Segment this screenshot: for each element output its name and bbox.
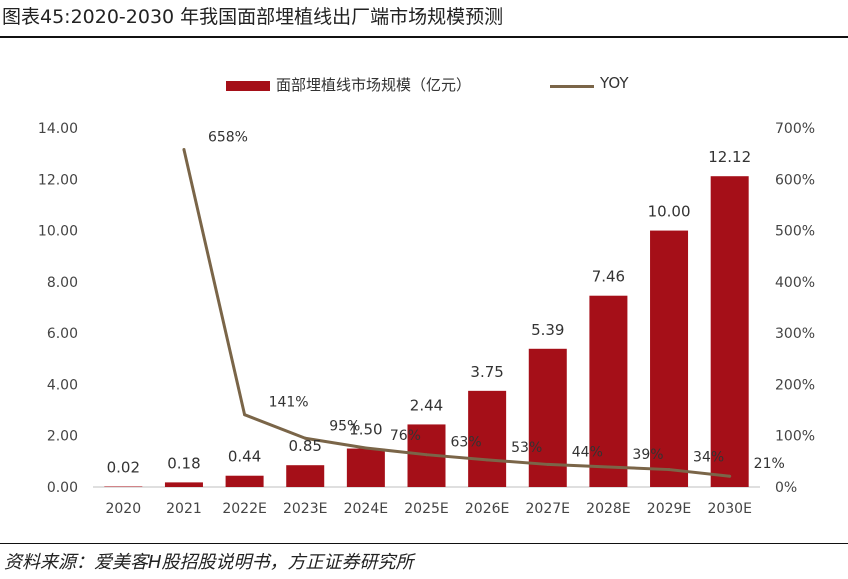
bar xyxy=(589,295,628,487)
y-left-tick-label: 2.00 xyxy=(47,429,78,445)
x-tick-label: 2028E xyxy=(586,501,630,517)
bar xyxy=(710,176,749,488)
chart-axes: 0.00 2.00 4.00 6.00 8.00 10.00 12.00 14.00 0% 100… xyxy=(38,121,815,517)
yoy-value-label: 141% xyxy=(269,395,309,411)
yoy-point xyxy=(182,148,186,152)
bar xyxy=(286,465,325,487)
yoy-point xyxy=(485,458,489,462)
yoy-point xyxy=(606,465,610,469)
y-left-tick-label: 10.00 xyxy=(38,224,78,240)
legend-bar-label: 面部埋植线市场规模（亿元） xyxy=(276,76,472,94)
bar xyxy=(346,448,385,487)
yoy-value-label: 95% xyxy=(329,418,360,434)
y-left-tick-label: 14.00 xyxy=(38,121,78,137)
yoy-value-label: 44% xyxy=(572,444,603,460)
x-tick-label: 2027E xyxy=(526,501,570,517)
y-left-tick-label: 8.00 xyxy=(47,275,78,291)
x-tick-label: 2025E xyxy=(404,501,448,517)
chart-title: 图表45:2020-2030 年我国面部埋植线出厂端市场规模预测 xyxy=(2,6,504,28)
y-right-tick-label: 600% xyxy=(775,172,815,188)
legend: 面部埋植线市场规模（亿元） YOY xyxy=(0,72,848,100)
y-left-tick-label: 4.00 xyxy=(47,377,78,393)
legend-line-swatch xyxy=(550,85,594,88)
bar-value-label: 3.75 xyxy=(470,363,503,381)
bar-value-label: 12.12 xyxy=(708,148,751,166)
x-tick-label: 2021 xyxy=(166,501,202,517)
y-right-tick-label: 0% xyxy=(775,480,797,496)
x-tick-label: 2030E xyxy=(707,501,751,517)
yoy-point xyxy=(728,474,732,478)
x-tick-label: 2029E xyxy=(647,501,691,517)
bar-value-label: 5.39 xyxy=(531,321,564,339)
bar-value-label: 0.02 xyxy=(107,458,140,476)
yoy-value-label: 76% xyxy=(390,428,421,444)
x-tick-label: 2026E xyxy=(465,501,509,517)
bar-value-label: 0.44 xyxy=(228,448,261,466)
bar xyxy=(164,482,203,487)
source-divider xyxy=(0,543,848,544)
yoy-point xyxy=(667,468,671,472)
chart-yoy-line xyxy=(182,148,732,478)
bar xyxy=(650,230,689,488)
bar xyxy=(104,486,143,487)
x-tick-label: 2024E xyxy=(344,501,388,517)
bar xyxy=(468,390,507,487)
y-right-tick-label: 500% xyxy=(775,224,815,240)
yoy-value-label: 53% xyxy=(511,440,542,456)
bar-value-label: 10.00 xyxy=(648,203,691,221)
source-note: 资料来源：爱美客H股招股说明书，方正证券研究所 xyxy=(4,552,414,573)
y-right-tick-label: 100% xyxy=(775,429,815,445)
legend-line-label: YOY xyxy=(600,74,629,92)
yoy-value-label: 39% xyxy=(632,447,663,463)
y-right-tick-label: 200% xyxy=(775,377,815,393)
yoy-point xyxy=(425,453,428,457)
y-right-tick-label: 700% xyxy=(775,121,815,137)
title-divider xyxy=(0,36,848,38)
y-left-tick-label: 6.00 xyxy=(47,326,78,342)
yoy-value-label: 658% xyxy=(208,130,248,146)
y-left-tick-label: 12.00 xyxy=(38,172,78,188)
yoy-point xyxy=(364,446,368,450)
x-tick-label: 2022E xyxy=(222,501,266,517)
bar-value-label: 0.18 xyxy=(167,454,200,472)
bar-value-label: 1.50 xyxy=(349,421,382,439)
bar-value-label: 7.46 xyxy=(592,268,625,286)
yoy-value-label: 21% xyxy=(754,456,785,472)
yoy-point xyxy=(243,413,247,417)
chart-labels: 0.02 0.18 0.44 0.85 1.50 2.44 3.75 5.39 7.46 10.0… xyxy=(107,130,785,477)
bar-value-label: 0.85 xyxy=(289,437,322,455)
x-tick-label: 2023E xyxy=(283,501,327,517)
yoy-line xyxy=(182,149,730,478)
yoy-point xyxy=(546,462,550,466)
y-right-tick-label: 400% xyxy=(775,275,815,291)
chart-plot: 0.00 2.00 4.00 6.00 8.00 10.00 12.00 14.00 0% 100… xyxy=(38,121,815,517)
yoy-value-label: 34% xyxy=(693,450,724,466)
y-right-tick-label: 300% xyxy=(775,326,815,342)
x-tick-label: 2020 xyxy=(105,501,141,517)
y-left-tick-label: 0.00 xyxy=(47,480,78,496)
yoy-point xyxy=(303,436,307,440)
legend-bar-swatch xyxy=(226,81,270,91)
bar-value-label: 2.44 xyxy=(410,396,443,414)
yoy-value-label: 63% xyxy=(451,435,482,451)
bar xyxy=(225,475,264,487)
